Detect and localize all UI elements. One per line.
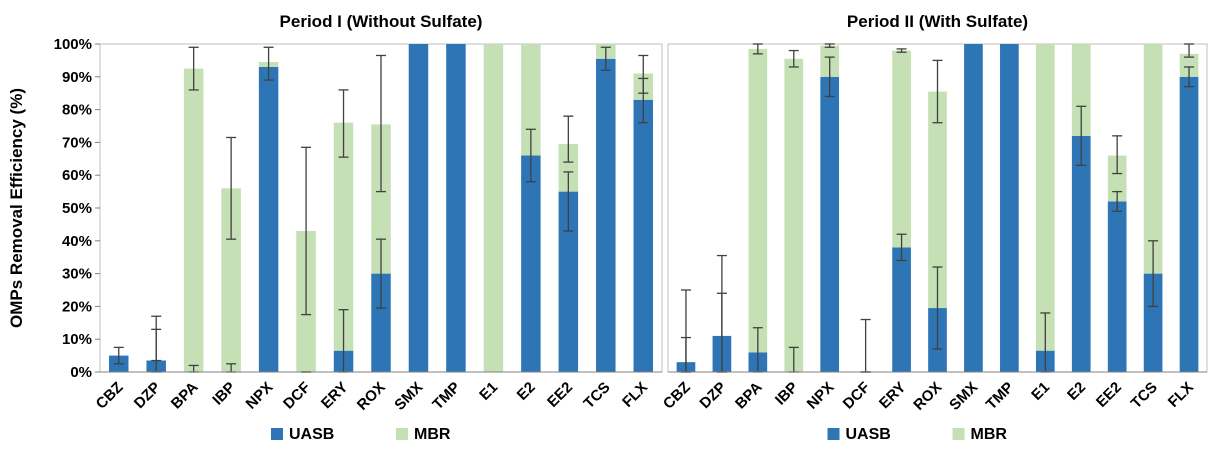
p1-category-label: EE2 bbox=[544, 379, 576, 411]
p2-bar-uasb-npx bbox=[820, 76, 840, 373]
p2-bar-uasb-e2 bbox=[1071, 135, 1091, 372]
p1-bar-mbr-bpa bbox=[183, 68, 204, 372]
p1-category-label: IBP bbox=[209, 379, 239, 409]
p2-bar-mbr-e1 bbox=[1035, 44, 1055, 351]
p1-ytick-label: 100% bbox=[54, 36, 92, 53]
p1-ytick-label: 0% bbox=[70, 364, 92, 381]
p1-category-label: DZP bbox=[131, 379, 164, 412]
p2-bar-uasb-tmp bbox=[1000, 44, 1019, 372]
p1-ytick-label: 70% bbox=[62, 134, 92, 151]
p1-ytick-label: 80% bbox=[62, 102, 92, 119]
p2-legend-label-mbr: MBR bbox=[971, 426, 1008, 443]
p2-legend-label-uasb: UASB bbox=[846, 426, 891, 443]
p1-legend-label-uasb: UASB bbox=[289, 426, 334, 443]
p1-category-label: TCS bbox=[580, 379, 613, 412]
p2-bar-uasb-ee2 bbox=[1107, 201, 1127, 372]
p1-bar-mbr-rox bbox=[371, 124, 391, 274]
p2-bar-mbr-flx bbox=[1179, 53, 1199, 77]
p2-bar-uasb-smx bbox=[964, 44, 983, 372]
p2-bar-mbr-bpa bbox=[748, 48, 768, 353]
p1-bar-uasb-npx bbox=[258, 66, 279, 373]
p1-y-axis-label: OMPs Removal Efficiency (%) bbox=[7, 88, 26, 328]
p1-bar-uasb-smx bbox=[408, 44, 429, 372]
p2-bar-mbr-ibp bbox=[784, 58, 804, 372]
p1-bar-uasb-rox bbox=[371, 273, 391, 372]
p2-category-label: TMP bbox=[983, 379, 1017, 413]
p1-ytick-label: 40% bbox=[62, 233, 92, 250]
p2-category-label: NPX bbox=[804, 379, 838, 413]
p1-legend-swatch-mbr bbox=[396, 428, 408, 440]
p1-category-label: ERY bbox=[318, 379, 351, 412]
p1-bar-mbr-ee2 bbox=[558, 144, 579, 192]
p2-category-label: ERY bbox=[876, 379, 909, 412]
p2-category-label: E1 bbox=[1028, 379, 1053, 404]
p2-bar-uasb-ery bbox=[892, 247, 911, 372]
p1-bar-mbr-ery bbox=[333, 122, 354, 351]
p1-category-label: CBZ bbox=[93, 379, 127, 413]
p1-category-label: E2 bbox=[514, 379, 539, 404]
p1-category-label: NPX bbox=[243, 379, 277, 413]
p1-legend-swatch-uasb bbox=[271, 428, 283, 440]
p2-category-label: BPA bbox=[732, 379, 766, 413]
p1-bar-mbr-e1 bbox=[483, 44, 504, 372]
p2-category-label: FLX bbox=[1165, 379, 1197, 411]
p1-ytick-label: 10% bbox=[62, 331, 92, 348]
p1-category-label: FLX bbox=[619, 379, 651, 411]
p2-bar-mbr-ee2 bbox=[1107, 155, 1127, 202]
p1-bar-uasb-e2 bbox=[521, 155, 541, 372]
p2-category-label: IBP bbox=[772, 379, 802, 409]
p1-category-label: BPA bbox=[168, 379, 202, 413]
p2-category-label: ROX bbox=[910, 379, 945, 414]
p1-category-label: DCF bbox=[280, 379, 314, 413]
p1-bar-mbr-e2 bbox=[521, 44, 541, 156]
p2-category-label: DCF bbox=[840, 379, 874, 413]
p2-legend-swatch-uasb bbox=[827, 428, 840, 440]
p1-bar-uasb-tcs bbox=[596, 58, 616, 372]
p1-bar-uasb-flx bbox=[633, 99, 654, 372]
p1-category-label: TMP bbox=[429, 379, 463, 413]
p1-ytick-label: 60% bbox=[62, 167, 92, 184]
p2-category-label: DZP bbox=[696, 379, 729, 412]
p2-title: Period II (With Sulfate) bbox=[847, 12, 1028, 31]
p2-bar-mbr-ery bbox=[892, 50, 911, 248]
p2-bar-uasb-flx bbox=[1179, 76, 1199, 373]
p1-category-label: E1 bbox=[476, 379, 501, 404]
p1-ytick-label: 30% bbox=[62, 266, 92, 283]
p1-bar-mbr-ibp bbox=[221, 188, 241, 372]
panel-p2: Period II (With Sulfate) CBZ DZP BPA IBP NPX D… bbox=[660, 12, 1208, 443]
p2-bar-mbr-e2 bbox=[1071, 44, 1091, 136]
p1-ytick-label: 20% bbox=[62, 298, 92, 315]
p1-category-label: SMX bbox=[391, 379, 426, 414]
panel-p1: Period I (Without Sulfate) 0% 10% 20% 30% 40%… bbox=[7, 12, 663, 443]
p2-bar-mbr-tcs bbox=[1143, 44, 1163, 274]
p1-category-label: ROX bbox=[354, 379, 389, 414]
p1-ytick-label: 90% bbox=[62, 69, 92, 86]
p2-category-label: CBZ bbox=[660, 379, 694, 413]
p2-category-label: EE2 bbox=[1093, 379, 1125, 411]
p1-bar-uasb-ee2 bbox=[558, 191, 579, 372]
p2-bar-uasb-tcs bbox=[1143, 273, 1163, 372]
p1-title: Period I (Without Sulfate) bbox=[280, 12, 483, 31]
p1-ytick-label: 50% bbox=[62, 200, 92, 217]
p1-legend-label-mbr: MBR bbox=[414, 426, 451, 443]
p2-category-label: SMX bbox=[946, 379, 981, 414]
p2-bar-mbr-rox bbox=[928, 91, 947, 309]
p2-legend-swatch-mbr bbox=[952, 428, 965, 440]
p2-category-label: E2 bbox=[1064, 379, 1089, 404]
p1-bar-uasb-tmp bbox=[446, 44, 466, 372]
p2-category-label: TCS bbox=[1128, 379, 1161, 412]
